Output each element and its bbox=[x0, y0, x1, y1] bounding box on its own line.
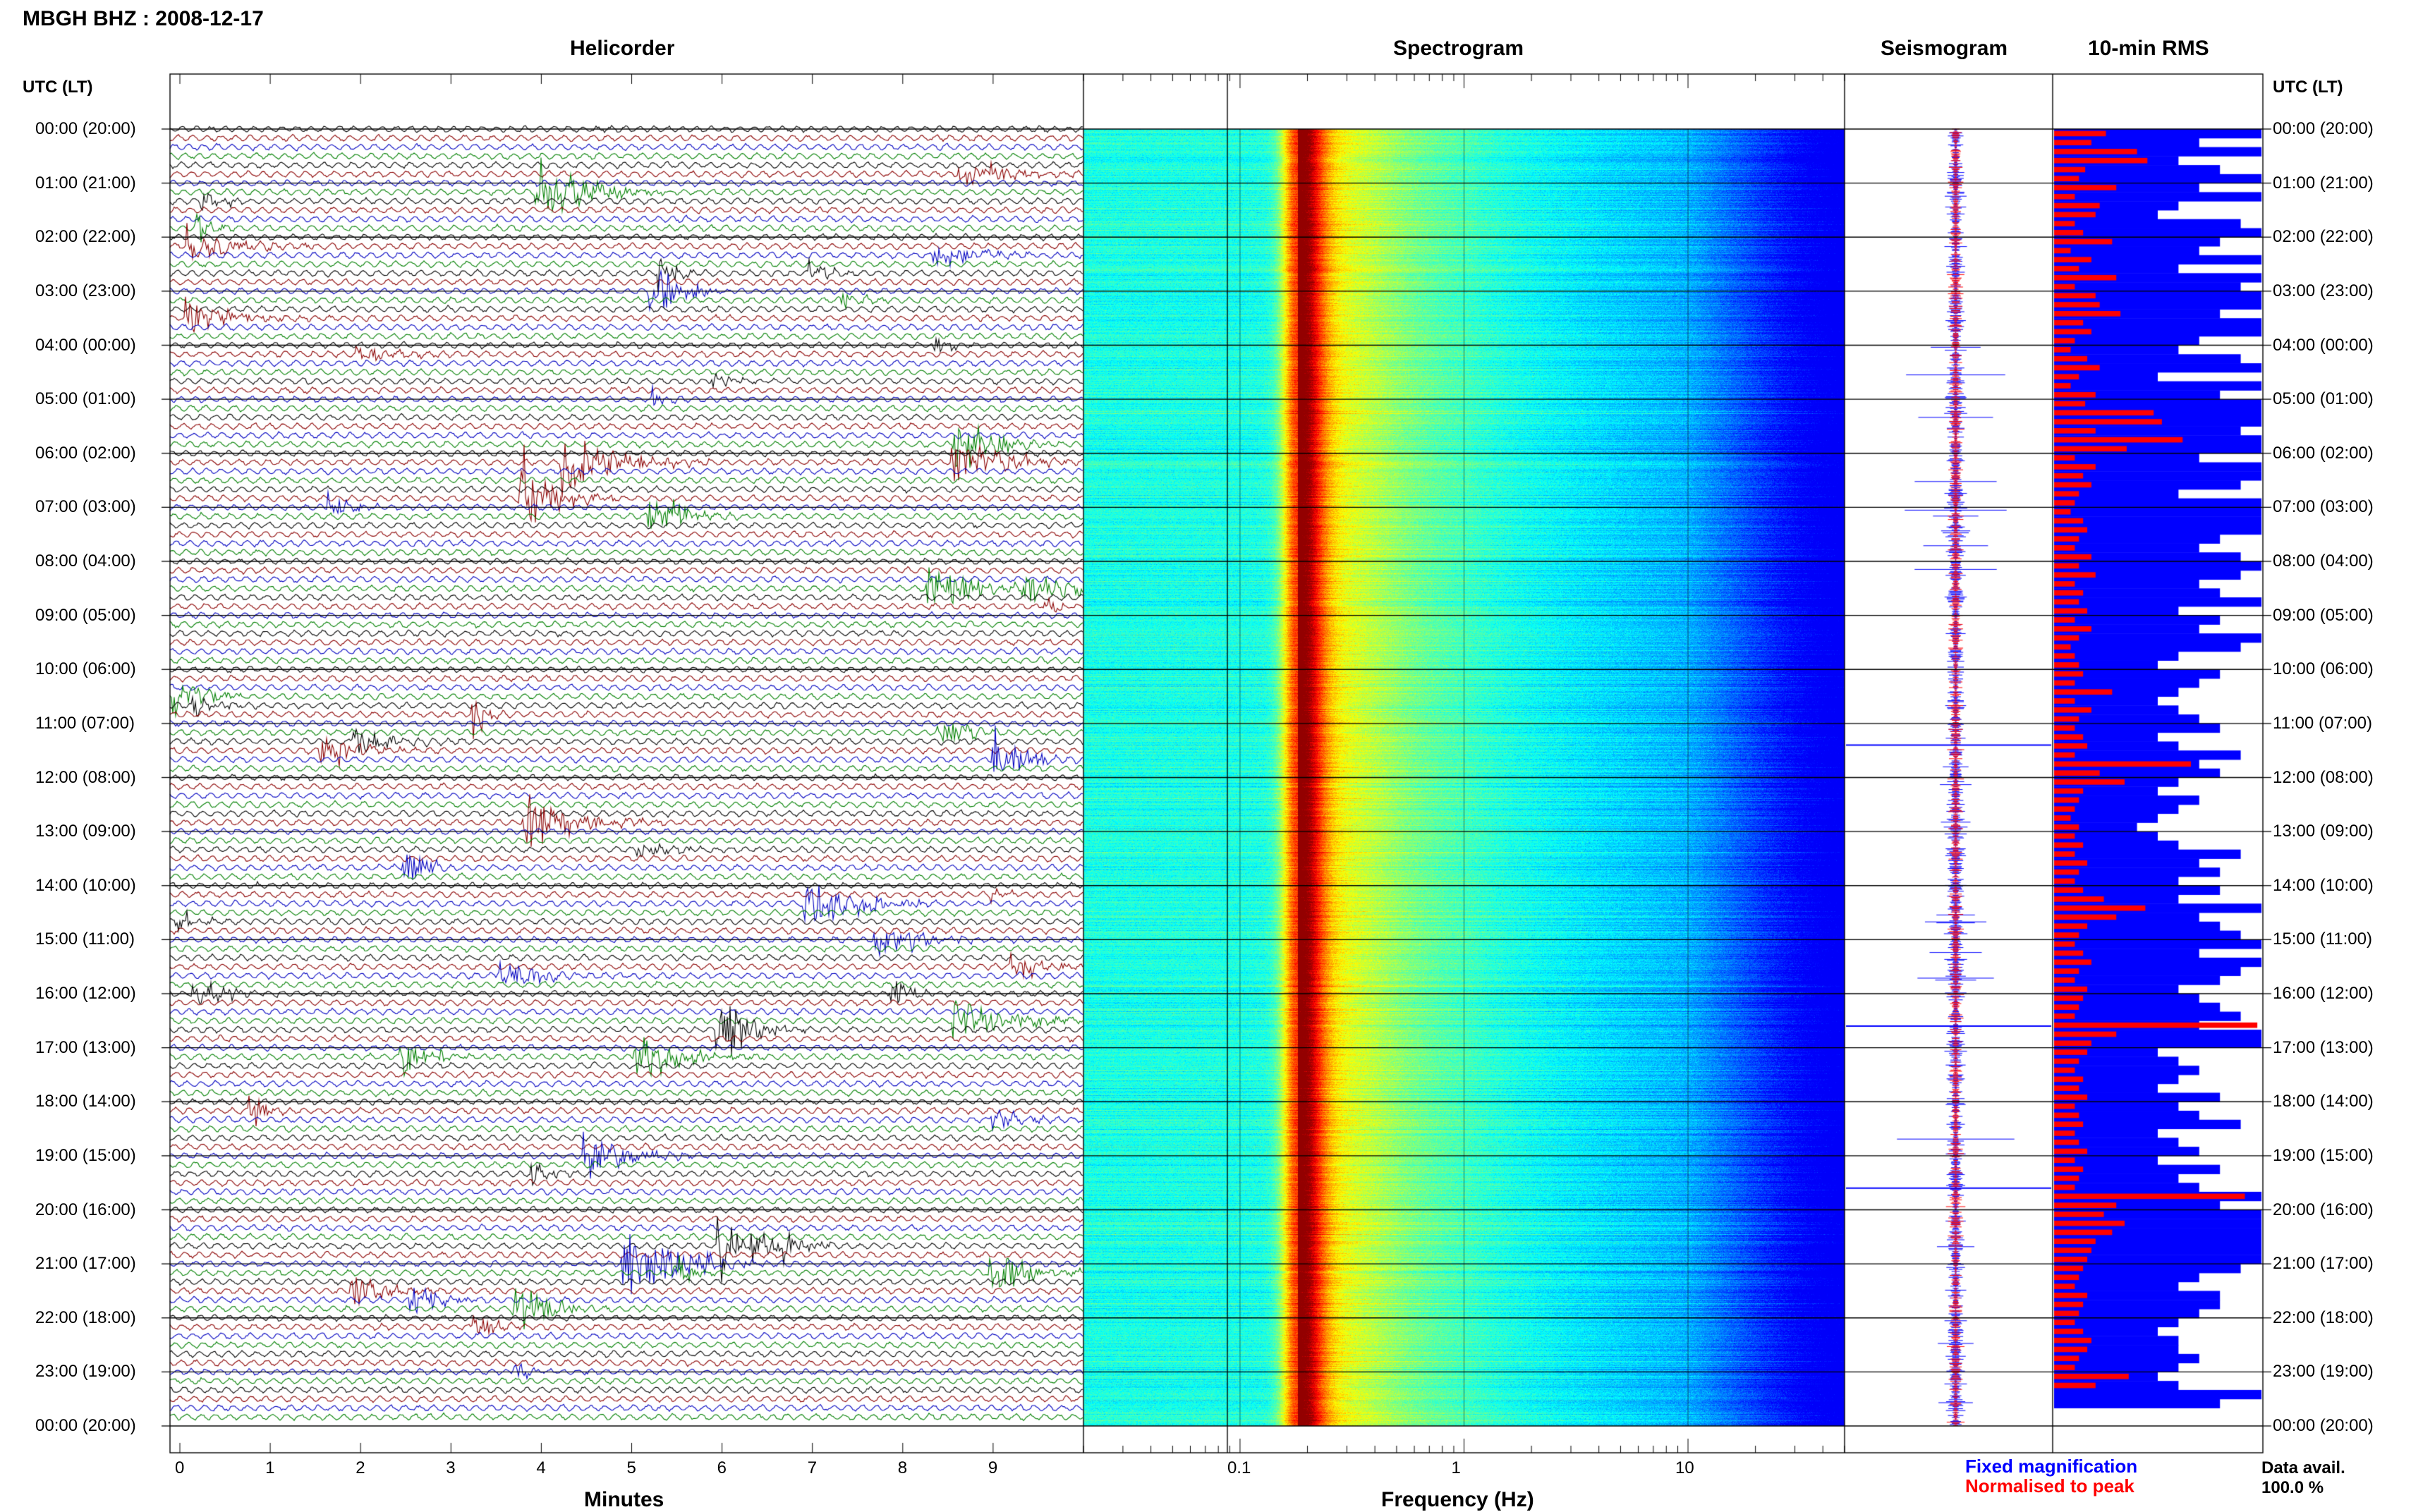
frequency-tick-label: 1 bbox=[1451, 1458, 1461, 1477]
time-label-left: 07:00 (03:00) bbox=[35, 497, 136, 517]
time-label-right: 22:00 (18:00) bbox=[2273, 1307, 2374, 1327]
left-axis-header: UTC (LT) bbox=[23, 78, 93, 97]
time-label-left: 00:00 (20:00) bbox=[35, 1416, 136, 1435]
time-label-left: 04:00 (00:00) bbox=[35, 335, 136, 355]
time-label-left: 17:00 (13:00) bbox=[35, 1037, 136, 1057]
time-label-left: 15:00 (11:00) bbox=[35, 929, 135, 949]
time-label-left: 14:00 (10:00) bbox=[35, 875, 136, 895]
rms-title: 10-min RMS bbox=[2088, 37, 2209, 60]
time-label-right: 17:00 (13:00) bbox=[2273, 1037, 2374, 1057]
minute-tick-label: 4 bbox=[536, 1458, 546, 1477]
frequency-tick-label: 10 bbox=[1675, 1458, 1694, 1477]
time-label-right: 03:00 (23:00) bbox=[2273, 281, 2374, 300]
time-label-left: 00:00 (20:00) bbox=[35, 119, 136, 138]
minute-tick-label: 3 bbox=[446, 1458, 456, 1477]
minute-tick-label: 6 bbox=[717, 1458, 727, 1477]
time-label-left: 18:00 (14:00) bbox=[35, 1092, 136, 1111]
legend-fixed-magnification: Fixed magnification bbox=[1965, 1456, 2138, 1477]
time-label-right: 15:00 (11:00) bbox=[2273, 929, 2372, 949]
time-label-left: 19:00 (15:00) bbox=[35, 1145, 136, 1165]
time-label-right: 19:00 (15:00) bbox=[2273, 1145, 2374, 1165]
time-label-right: 14:00 (10:00) bbox=[2273, 875, 2374, 895]
minute-tick-label: 8 bbox=[897, 1458, 908, 1477]
time-label-left: 16:00 (12:00) bbox=[35, 984, 136, 1003]
spectrogram-title: Spectrogram bbox=[1393, 37, 1524, 60]
time-label-right: 09:00 (05:00) bbox=[2273, 605, 2374, 625]
time-label-left: 08:00 (04:00) bbox=[35, 551, 136, 571]
time-label-right: 11:00 (07:00) bbox=[2273, 713, 2372, 733]
time-label-right: 01:00 (21:00) bbox=[2273, 173, 2374, 193]
time-label-left: 12:00 (08:00) bbox=[35, 767, 136, 787]
frequency-tick-label: 0.1 bbox=[1227, 1458, 1251, 1477]
time-label-left: 06:00 (02:00) bbox=[35, 443, 136, 463]
spectrogram-xlabel: Frequency (Hz) bbox=[1381, 1488, 1534, 1511]
minute-tick-label: 7 bbox=[807, 1458, 818, 1477]
minute-tick-label: 0 bbox=[175, 1458, 185, 1477]
time-label-right: 12:00 (08:00) bbox=[2273, 767, 2374, 787]
time-label-right: 08:00 (04:00) bbox=[2273, 551, 2374, 571]
minute-tick-label: 9 bbox=[988, 1458, 998, 1477]
helicorder-title: Helicorder bbox=[570, 37, 675, 60]
time-label-left: 10:00 (06:00) bbox=[35, 659, 136, 679]
time-label-right: 02:00 (22:00) bbox=[2273, 227, 2374, 247]
time-label-right: 13:00 (09:00) bbox=[2273, 822, 2374, 841]
time-label-right: 07:00 (03:00) bbox=[2273, 497, 2374, 517]
time-label-right: 05:00 (01:00) bbox=[2273, 389, 2374, 409]
time-label-right: 23:00 (19:00) bbox=[2273, 1362, 2374, 1382]
time-label-left: 23:00 (19:00) bbox=[35, 1362, 136, 1382]
time-label-right: 06:00 (02:00) bbox=[2273, 443, 2374, 463]
time-label-left: 01:00 (21:00) bbox=[35, 173, 136, 193]
time-label-left: 02:00 (22:00) bbox=[35, 227, 136, 247]
minute-tick-label: 2 bbox=[356, 1458, 365, 1477]
minute-tick-label: 1 bbox=[265, 1458, 275, 1477]
time-label-left: 03:00 (23:00) bbox=[35, 281, 136, 300]
time-label-left: 13:00 (09:00) bbox=[35, 822, 136, 841]
time-label-right: 21:00 (17:00) bbox=[2273, 1254, 2374, 1274]
data-avail-value: 100.0 % bbox=[2261, 1478, 2324, 1497]
time-label-right: 10:00 (06:00) bbox=[2273, 659, 2374, 679]
time-label-left: 09:00 (05:00) bbox=[35, 605, 136, 625]
legend-normalised-to-peak: Normalised to peak bbox=[1965, 1475, 2134, 1496]
data-avail-label: Data avail. bbox=[2261, 1458, 2345, 1477]
time-label-right: 16:00 (12:00) bbox=[2273, 984, 2374, 1003]
time-label-right: 00:00 (20:00) bbox=[2273, 119, 2374, 138]
minute-tick-label: 5 bbox=[626, 1458, 636, 1477]
time-label-right: 04:00 (00:00) bbox=[2273, 335, 2374, 355]
time-label-left: 11:00 (07:00) bbox=[35, 713, 135, 733]
time-label-right: 20:00 (16:00) bbox=[2273, 1200, 2374, 1219]
time-label-right: 18:00 (14:00) bbox=[2273, 1092, 2374, 1111]
time-label-left: 20:00 (16:00) bbox=[35, 1200, 136, 1219]
time-label-left: 22:00 (18:00) bbox=[35, 1307, 136, 1327]
time-label-left: 05:00 (01:00) bbox=[35, 389, 136, 409]
seismogram-title: Seismogram bbox=[1881, 37, 2008, 60]
station-title: MBGH BHZ : 2008-12-17 bbox=[23, 7, 264, 30]
right-axis-header: UTC (LT) bbox=[2273, 78, 2343, 97]
time-label-left: 21:00 (17:00) bbox=[35, 1254, 136, 1274]
helicorder-xlabel: Minutes bbox=[584, 1488, 664, 1511]
time-label-right: 00:00 (20:00) bbox=[2273, 1416, 2374, 1435]
